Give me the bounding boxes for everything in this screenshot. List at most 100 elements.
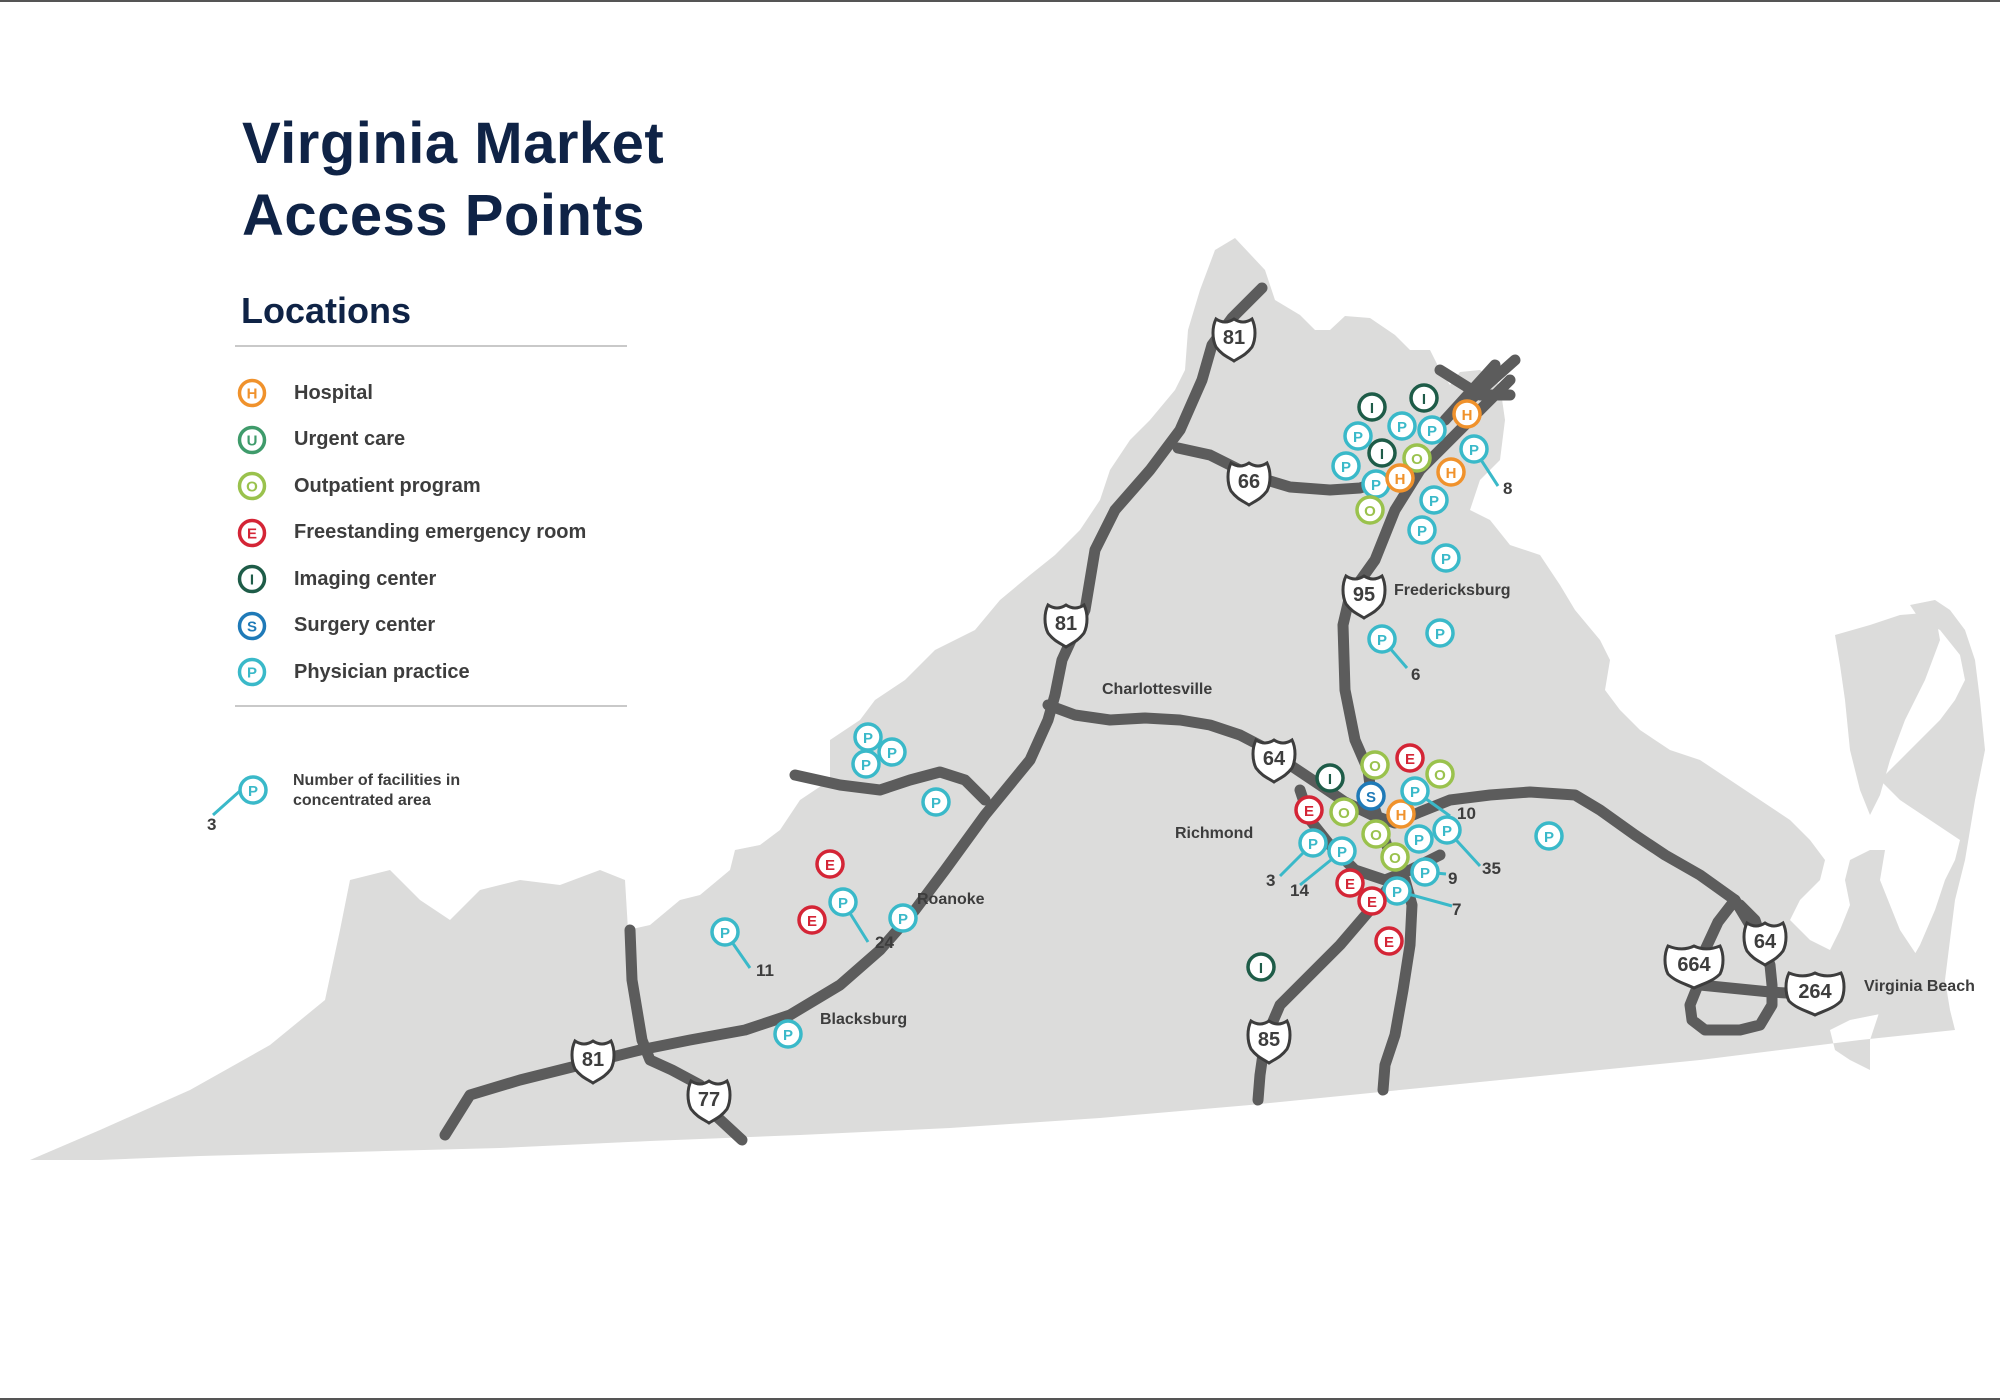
physician-practice-marker[interactable]: P xyxy=(1298,828,1328,858)
imaging-center-marker[interactable]: I xyxy=(1357,392,1387,422)
interstate-number: 264 xyxy=(1798,981,1832,1003)
interstate-number: 95 xyxy=(1353,584,1375,606)
i85-road xyxy=(1252,874,1401,1106)
hospital-marker[interactable]: H xyxy=(1436,457,1466,487)
physician-practice-icon: P xyxy=(237,658,267,687)
physician-practice-marker[interactable]: P xyxy=(1425,618,1455,648)
outpatient-program-icon-letter: O xyxy=(1389,850,1401,867)
physician-practice-marker[interactable]: P xyxy=(1459,434,1489,464)
surgery-center-icon: S xyxy=(237,611,267,640)
outpatient-program-marker[interactable]: O xyxy=(1402,443,1432,473)
hospital-marker[interactable]: H xyxy=(1385,463,1415,493)
physician-practice-marker[interactable]: P xyxy=(710,917,740,947)
physician-practice-marker[interactable]: P xyxy=(1410,857,1440,887)
physician-practice-marker[interactable]: P xyxy=(1327,836,1357,866)
interstate-shield-i77: 77 xyxy=(686,1079,732,1125)
urgent-care-icon: U xyxy=(237,425,267,454)
imaging-center-marker[interactable]: I xyxy=(1315,763,1345,793)
count-label-roanoke-east: 24 xyxy=(875,933,894,952)
physician-practice-marker[interactable]: P xyxy=(773,1019,803,1049)
hospital-icon-letter: H xyxy=(1395,471,1406,488)
imaging-center-marker[interactable]: I xyxy=(1246,952,1276,982)
physician-practice-marker[interactable]: P xyxy=(1534,821,1564,851)
imaging-center-icon-letter: I xyxy=(1328,771,1332,788)
interstate-shield-i64a: 64 xyxy=(1251,738,1297,784)
legend-item-imaging-center: I Imaging center xyxy=(236,556,586,603)
physician-practice-marker[interactable]: P xyxy=(1432,815,1462,845)
count-label-richmond-35: 35 xyxy=(1482,859,1501,878)
physician-practice-marker[interactable]: P xyxy=(888,903,918,933)
physician-practice-marker[interactable]: P xyxy=(877,737,907,767)
concentration-note: Number of facilities in concentrated are… xyxy=(293,772,461,809)
freestanding-er-marker[interactable]: E xyxy=(1357,886,1387,916)
physician-practice-marker[interactable]: P xyxy=(1419,485,1449,515)
physician-practice-marker[interactable]: P xyxy=(1407,515,1437,545)
physician-practice-marker[interactable]: P xyxy=(1387,411,1417,441)
outpatient-program-marker[interactable]: O xyxy=(1361,819,1391,849)
physician-practice-icon-letter: P xyxy=(1377,632,1387,649)
physician-practice-icon-letter: P xyxy=(1392,884,1402,901)
physician-practice-icon-letter: P xyxy=(1337,844,1347,861)
physician-practice-marker[interactable]: P xyxy=(1400,776,1430,806)
freestanding-er-icon: E xyxy=(237,518,267,547)
physician-practice-icon-letter: P xyxy=(887,745,897,762)
hospital-marker[interactable]: H xyxy=(1452,399,1482,429)
interstate-shield-i81c: 81 xyxy=(570,1039,616,1085)
physician-practice-marker[interactable]: P xyxy=(828,887,858,917)
imaging-center-marker[interactable]: I xyxy=(1367,438,1397,468)
interstate-number: 81 xyxy=(1055,613,1077,635)
freestanding-er-marker[interactable]: E xyxy=(1294,795,1324,825)
freestanding-er-marker[interactable]: E xyxy=(815,849,845,879)
legend-label: Physician practice xyxy=(294,660,470,683)
freestanding-er-marker[interactable]: E xyxy=(1335,868,1365,898)
i64-west-road xyxy=(789,766,991,806)
physician-practice-marker[interactable]: P xyxy=(1417,415,1447,445)
physician-practice-marker[interactable]: P xyxy=(1382,876,1412,906)
hospital-icon: H xyxy=(237,379,267,408)
concentration-example-marker: P xyxy=(212,775,268,817)
freestanding-er-marker[interactable]: E xyxy=(797,905,827,935)
imaging-center-icon-letter: I xyxy=(1380,446,1384,463)
svg-text:H: H xyxy=(247,386,258,403)
eastern-shore-shape xyxy=(1835,612,1940,815)
hospital-marker[interactable]: H xyxy=(1386,799,1416,829)
outpatient-program-marker[interactable]: O xyxy=(1355,495,1385,525)
physician-practice-icon-letter: P xyxy=(1420,865,1430,882)
physician-practice-marker[interactable]: P xyxy=(1431,543,1461,573)
physician-practice-marker[interactable]: P xyxy=(1361,469,1391,499)
interstate-number: 81 xyxy=(1223,327,1245,349)
physician-practice-marker[interactable]: P xyxy=(853,722,883,752)
i64-road xyxy=(1042,699,1756,931)
surgery-center-marker[interactable]: S xyxy=(1356,781,1386,811)
interstate-shield-i81b: 81 xyxy=(1043,603,1089,649)
legend-label: Urgent care xyxy=(294,428,406,451)
physician-practice-icon-letter: P xyxy=(898,911,908,928)
physician-practice-marker[interactable]: P xyxy=(921,787,951,817)
physician-practice-marker[interactable]: P xyxy=(851,749,881,779)
outpatient-program-marker[interactable]: O xyxy=(1380,842,1410,872)
count-label-richmond-9: 9 xyxy=(1448,869,1457,888)
physician-practice-icon-letter: P xyxy=(931,795,941,812)
physician-practice-marker[interactable]: P xyxy=(1404,824,1434,854)
physician-practice-marker[interactable]: P xyxy=(1367,624,1397,654)
freestanding-er-marker[interactable]: E xyxy=(1395,743,1425,773)
svg-text:O: O xyxy=(246,479,258,496)
interstate-shield-i95: 95 xyxy=(1341,574,1387,620)
freestanding-er-icon-letter: E xyxy=(1304,803,1314,820)
physician-practice-marker[interactable]: P xyxy=(1331,451,1361,481)
legend-list: H Hospital U Urgent care O Outpatient progr… xyxy=(236,370,586,696)
legend-label: Hospital xyxy=(294,381,373,404)
outpatient-program-marker[interactable]: O xyxy=(1425,759,1455,789)
legend-label: Freestanding emergency room xyxy=(294,521,587,544)
imaging-center-marker[interactable]: I xyxy=(1409,383,1439,413)
outpatient-program-marker[interactable]: O xyxy=(1360,750,1390,780)
physician-practice-icon-letter: P xyxy=(863,730,873,747)
physician-practice-marker[interactable]: P xyxy=(1343,421,1373,451)
svg-text:E: E xyxy=(247,525,257,542)
physician-practice-icon-letter: P xyxy=(720,925,730,942)
physician-practice-icon-letter: P xyxy=(1341,459,1351,476)
outpatient-program-marker[interactable]: O xyxy=(1329,797,1359,827)
freestanding-er-marker[interactable]: E xyxy=(1374,926,1404,956)
